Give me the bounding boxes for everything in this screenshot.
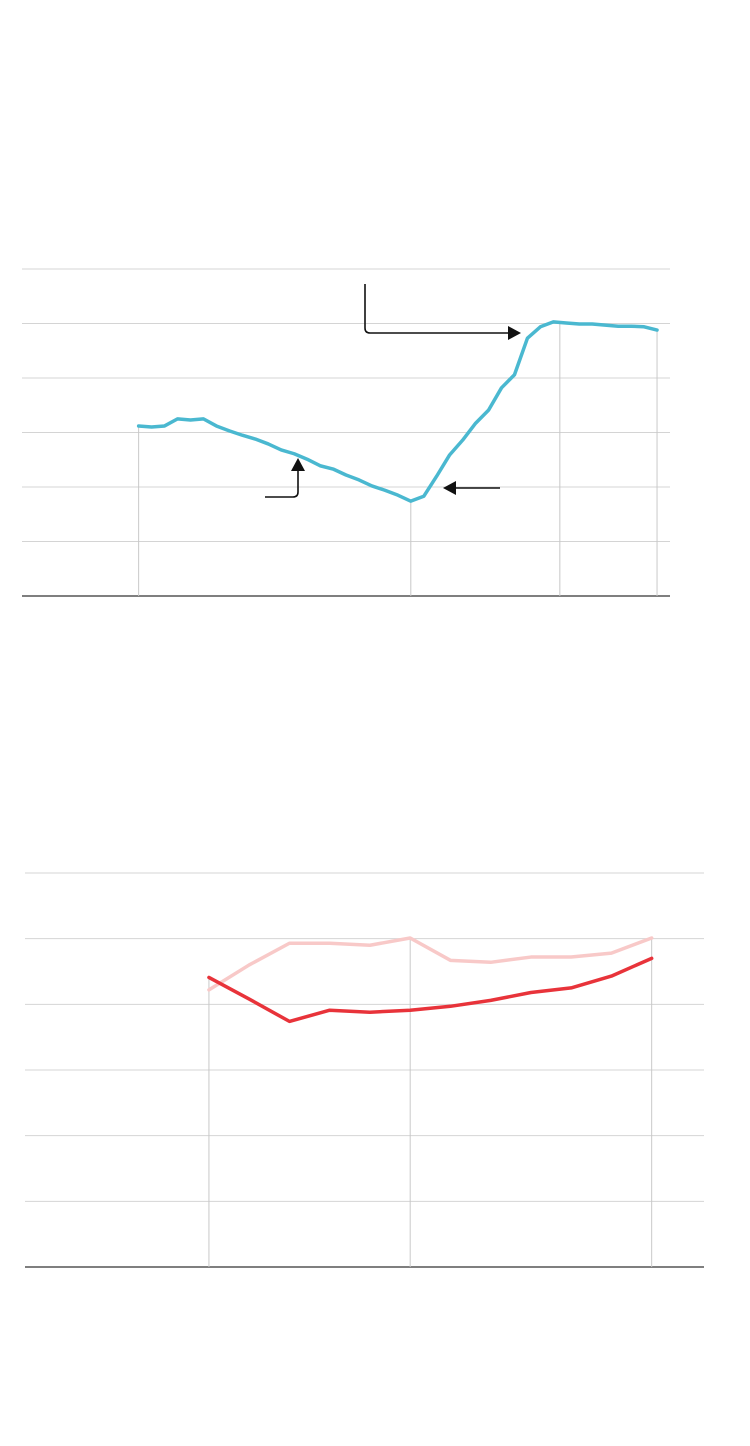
annotations: [265, 284, 521, 498]
annotation-arrow: [364, 284, 508, 334]
arrow-head: [291, 458, 305, 471]
data-line: [207, 936, 654, 992]
arrow-head: [508, 326, 521, 340]
arrow-head: [443, 481, 456, 495]
data-line: [136, 320, 659, 503]
data-line: [207, 956, 654, 1024]
annotation-arrow: [265, 470, 299, 498]
chart: [22, 268, 670, 597]
chart: [25, 872, 704, 1268]
